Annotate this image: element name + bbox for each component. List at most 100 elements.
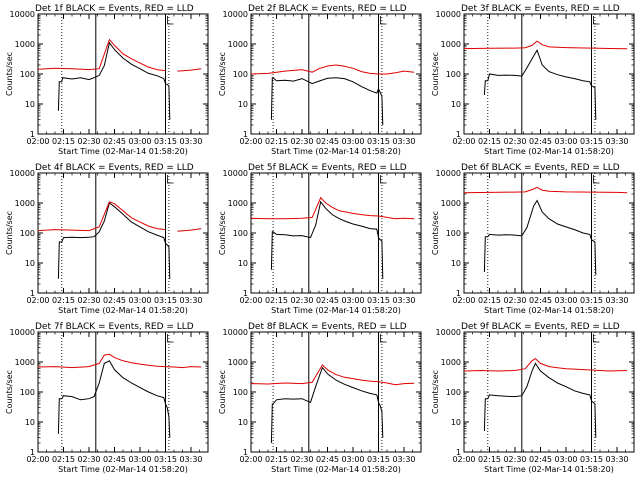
plot-frame [250,331,422,453]
lld-series-line [177,68,202,72]
plot-frame [463,331,635,453]
x-tick-label: 03:30 [392,455,415,464]
x-tick-label: 03:30 [605,296,628,305]
x-tick-label: 02:00 [239,455,262,464]
lld-series-line [251,64,415,75]
x-tick-label: 02:30 [77,137,100,146]
detector-panel: Det 4f BLACK = Events, RED = LLD 1 10 100 10… [5,163,209,315]
y-tick-label: 1000 [15,199,35,208]
y-tick-label: 1000 [228,199,248,208]
lld-series-line [251,196,415,220]
y-tick-label: 1000 [228,40,248,49]
x-tick-label: 02:00 [26,137,49,146]
x-tick-label: 03:15 [367,296,390,305]
y-tick-label: 100 [446,388,461,397]
x-axis-label: Start Time (02-Mar-14 01:58:20) [271,306,401,315]
boundary-mark [380,16,387,25]
x-tick-label: 03:00 [128,296,151,305]
x-tick-label: 02:45 [316,137,339,146]
x-axis-label: Start Time (02-Mar-14 01:58:20) [271,147,401,156]
x-tick-label: 03:15 [367,455,390,464]
x-tick-label: 03:30 [392,296,415,305]
x-axis-label: Start Time (02-Mar-14 01:58:20) [484,306,614,315]
detector-panel: Det 7f BLACK = Events, RED = LLD 1 10 100 10… [5,322,209,474]
lld-series-line [38,201,166,232]
x-tick-label: 02:15 [52,137,75,146]
y-tick-label: 100 [20,388,35,397]
boundary-mark [167,334,174,343]
detector-panel: Det 6f BLACK = Events, RED = LLD 1 10 100 10… [431,163,635,315]
plot-frame [37,172,209,294]
y-tick-label: 100 [233,229,248,238]
x-tick-label: 02:00 [452,296,475,305]
y-tick-label: 1000 [228,358,248,367]
y-tick-label: 100 [446,70,461,79]
detector-panel: Det 9f BLACK = Events, RED = LLD 1 10 100 10… [431,322,635,474]
x-tick-label: 03:30 [392,137,415,146]
x-tick-label: 02:30 [77,455,100,464]
x-tick-label: 03:15 [154,137,177,146]
y-tick-label: 10 [238,100,248,109]
boundary-mark [380,334,387,343]
y-axis-label: Counts/sec [431,211,440,255]
x-tick-label: 03:00 [341,137,364,146]
x-tick-label: 03:00 [554,296,577,305]
x-tick-label: 02:30 [290,455,313,464]
x-tick-label: 02:00 [239,137,262,146]
boundary-mark [593,16,600,25]
x-axis-label: Start Time (02-Mar-14 01:58:20) [58,147,188,156]
y-tick-label: 1 [456,130,461,139]
x-tick-label: 02:00 [26,455,49,464]
x-tick-label: 03:15 [580,455,603,464]
y-tick-label: 10000 [223,169,248,178]
x-tick-label: 02:45 [529,137,552,146]
x-tick-label: 03:15 [154,296,177,305]
y-axis-label: Counts/sec [5,211,14,255]
y-tick-label: 10 [238,418,248,427]
y-tick-label: 1000 [441,358,461,367]
x-tick-label: 02:45 [529,296,552,305]
y-tick-label: 10 [25,418,35,427]
events-series-line [270,366,384,444]
x-tick-label: 02:30 [77,296,100,305]
plot-frame [250,172,422,294]
x-tick-label: 03:30 [179,137,202,146]
x-tick-label: 02:45 [316,296,339,305]
y-tick-label: 1 [456,448,461,457]
events-series-line [270,200,384,279]
y-tick-label: 10000 [223,328,248,337]
x-tick-label: 02:15 [478,455,501,464]
y-tick-label: 10 [451,418,461,427]
panel-title: Det 4f BLACK = Events, RED = LLD [35,163,194,173]
panel-title: Det 5f BLACK = Events, RED = LLD [248,163,407,173]
y-tick-label: 100 [446,229,461,238]
y-tick-label: 1 [30,130,35,139]
y-tick-label: 10000 [436,10,461,19]
x-tick-label: 02:15 [52,296,75,305]
y-axis-label: Counts/sec [5,52,14,96]
detector-panel: Det 5f BLACK = Events, RED = LLD 1 10 100 10… [218,163,422,315]
x-tick-label: 02:30 [503,296,526,305]
x-tick-label: 02:30 [503,455,526,464]
x-tick-label: 03:30 [179,296,202,305]
panel-title: Det 3f BLACK = Events, RED = LLD [461,4,620,14]
x-tick-label: 03:00 [128,137,151,146]
y-tick-label: 10000 [10,10,35,19]
x-axis-label: Start Time (02-Mar-14 01:58:20) [484,465,614,474]
x-tick-label: 03:30 [179,455,202,464]
x-tick-label: 02:45 [529,455,552,464]
x-tick-label: 02:00 [452,455,475,464]
boundary-mark [593,175,600,184]
panel-title: Det 1f BLACK = Events, RED = LLD [35,4,194,14]
lld-series-line [464,357,628,372]
lld-series-line [464,40,628,50]
x-tick-label: 02:45 [103,455,126,464]
x-tick-label: 03:15 [580,137,603,146]
y-axis-label: Counts/sec [218,211,227,255]
panel-title: Det 6f BLACK = Events, RED = LLD [461,163,620,173]
events-series-line [483,49,597,120]
y-tick-label: 10000 [10,169,35,178]
lld-series-line [38,38,166,72]
x-tick-label: 03:00 [128,455,151,464]
